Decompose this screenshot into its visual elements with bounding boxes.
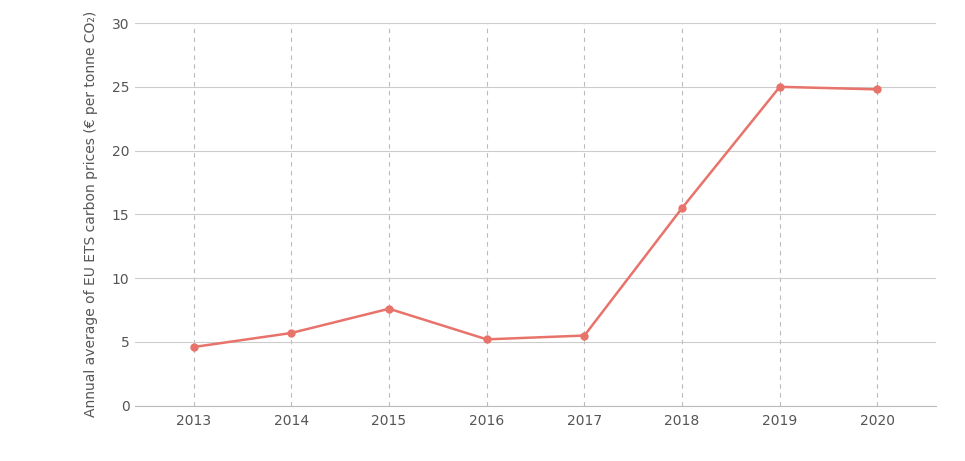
Y-axis label: Annual average of EU ETS carbon prices (€ per tonne CO₂): Annual average of EU ETS carbon prices (… — [84, 11, 98, 418]
